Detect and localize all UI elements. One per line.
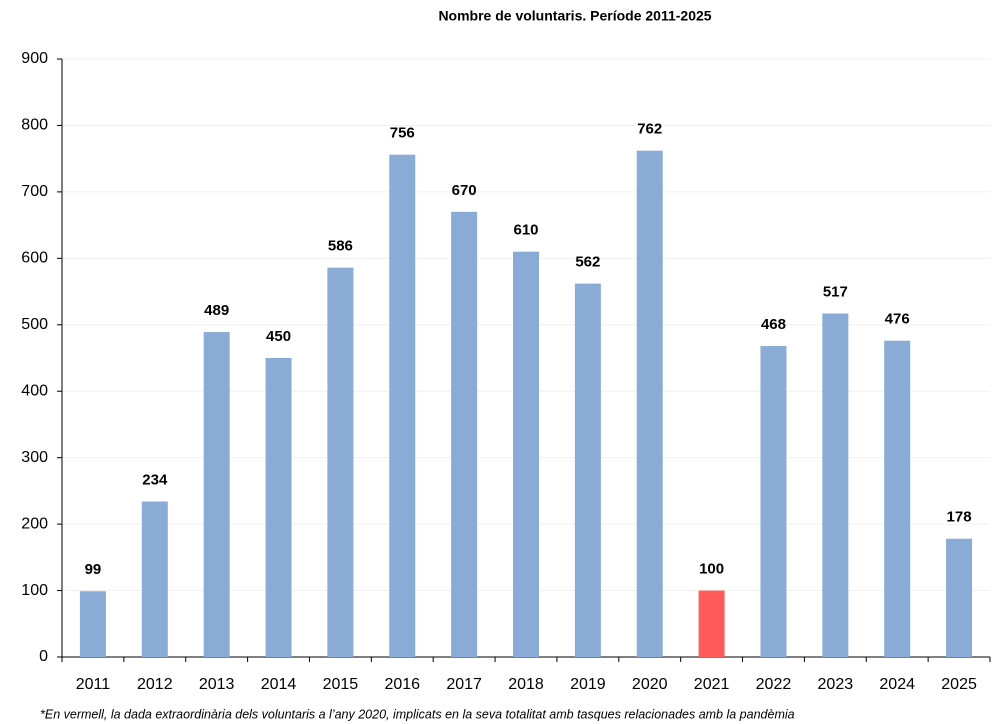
bar bbox=[451, 211, 478, 658]
x-tick-label: 2020 bbox=[632, 676, 668, 693]
bar bbox=[946, 538, 973, 657]
y-tick-label: 700 bbox=[21, 183, 48, 200]
x-tick-label: 2015 bbox=[323, 676, 359, 693]
chart-title: Nombre de voluntaris. Període 2011-2025 bbox=[438, 8, 711, 24]
bar bbox=[884, 340, 911, 657]
value-label: 610 bbox=[513, 222, 538, 239]
value-label: 562 bbox=[575, 254, 600, 271]
y-tick-label: 400 bbox=[21, 382, 48, 399]
value-label: 756 bbox=[390, 125, 415, 142]
value-label: 586 bbox=[328, 238, 353, 255]
bar bbox=[203, 332, 230, 657]
x-tick-label: 2013 bbox=[199, 676, 235, 693]
y-tick-label: 300 bbox=[21, 449, 48, 466]
value-label: 476 bbox=[885, 311, 910, 328]
x-tick-label: 2019 bbox=[570, 676, 606, 693]
value-label: 178 bbox=[947, 509, 972, 526]
x-tick-label: 2022 bbox=[756, 676, 792, 693]
bar bbox=[389, 154, 416, 657]
y-tick-label: 600 bbox=[21, 250, 48, 267]
x-tick-label: 2016 bbox=[384, 676, 420, 693]
value-label: 99 bbox=[85, 561, 102, 578]
x-tick-label: 2025 bbox=[941, 676, 977, 693]
bar bbox=[327, 267, 354, 657]
bar bbox=[513, 251, 539, 657]
value-label: 489 bbox=[204, 302, 229, 319]
x-tick-label: 2012 bbox=[137, 676, 173, 693]
y-tick-label: 100 bbox=[21, 582, 48, 599]
bar bbox=[265, 358, 292, 657]
value-label: 670 bbox=[452, 182, 477, 199]
y-tick-label: 900 bbox=[21, 50, 48, 67]
x-tick-label: 2021 bbox=[694, 676, 730, 693]
x-tick-label: 2024 bbox=[879, 676, 915, 693]
x-tick-label: 2017 bbox=[446, 676, 482, 693]
value-label: 468 bbox=[761, 316, 786, 333]
value-label: 517 bbox=[823, 283, 848, 300]
x-tick-label: 2018 bbox=[508, 676, 544, 693]
x-tick-label: 2014 bbox=[261, 676, 297, 693]
y-tick-label: 500 bbox=[21, 316, 48, 333]
bar bbox=[79, 591, 106, 657]
y-tick-label: 200 bbox=[21, 515, 48, 532]
x-tick-label: 2023 bbox=[818, 676, 854, 693]
value-label: 100 bbox=[699, 561, 724, 578]
bar bbox=[574, 283, 601, 657]
y-tick-label: 800 bbox=[21, 117, 48, 134]
footnote: *En vermell, la dada extraordinària dels… bbox=[40, 707, 795, 721]
value-label: 762 bbox=[637, 121, 662, 138]
bar bbox=[760, 346, 787, 657]
value-label: 234 bbox=[142, 471, 168, 488]
bar bbox=[636, 150, 663, 657]
x-tick-label: 2011 bbox=[76, 676, 111, 693]
bar bbox=[822, 313, 849, 657]
y-tick-label: 0 bbox=[39, 648, 48, 665]
bar bbox=[141, 501, 168, 657]
value-label: 450 bbox=[266, 328, 291, 345]
bar bbox=[698, 590, 725, 657]
